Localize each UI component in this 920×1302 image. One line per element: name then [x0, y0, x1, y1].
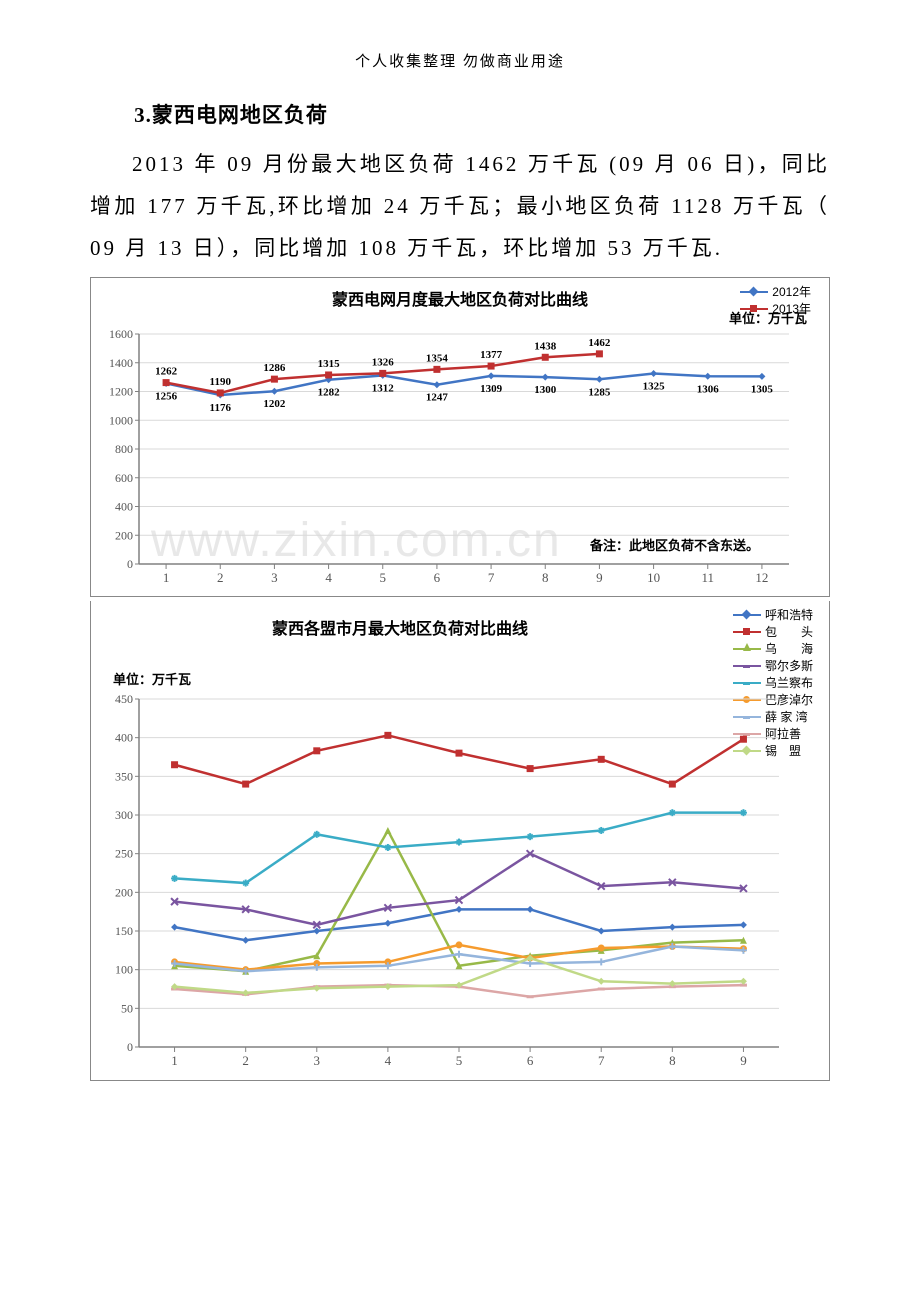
- svg-text:400: 400: [115, 500, 133, 514]
- svg-text:12: 12: [755, 570, 768, 585]
- svg-text:1438: 1438: [534, 340, 557, 352]
- svg-text:4: 4: [325, 570, 332, 585]
- svg-text:1: 1: [171, 1053, 178, 1068]
- svg-text:1377: 1377: [480, 349, 503, 361]
- chart-cities-max-load: 蒙西各盟市月最大地区负荷对比曲线 单位：万千瓦 呼和浩特包 头乌 海鄂尔多斯乌兰…: [90, 601, 830, 1081]
- svg-text:1354: 1354: [426, 352, 449, 364]
- svg-text:6: 6: [434, 570, 441, 585]
- svg-text:100: 100: [115, 963, 133, 977]
- svg-text:200: 200: [115, 528, 133, 542]
- svg-text:1200: 1200: [109, 385, 133, 399]
- svg-text:350: 350: [115, 769, 133, 783]
- svg-text:2: 2: [217, 570, 224, 585]
- svg-text:1176: 1176: [210, 402, 232, 414]
- svg-text:1309: 1309: [480, 383, 503, 395]
- svg-text:1300: 1300: [534, 384, 557, 396]
- svg-text:1256: 1256: [155, 390, 178, 402]
- svg-text:9: 9: [740, 1053, 747, 1068]
- svg-text:1286: 1286: [263, 362, 286, 374]
- svg-text:300: 300: [115, 808, 133, 822]
- svg-text:3: 3: [314, 1053, 321, 1068]
- svg-text:5: 5: [456, 1053, 463, 1068]
- svg-text:1262: 1262: [155, 366, 178, 378]
- chart2-plot: 0 50 100 150 200 250 300 350 400 450 1 2 3 4 5 6 7 8 9: [91, 607, 809, 1077]
- svg-text:1247: 1247: [426, 392, 449, 404]
- svg-text:8: 8: [669, 1053, 676, 1068]
- svg-text:5: 5: [380, 570, 387, 585]
- svg-text:10: 10: [647, 570, 660, 585]
- svg-text:2: 2: [242, 1053, 249, 1068]
- svg-text:11: 11: [701, 570, 714, 585]
- svg-text:0: 0: [127, 557, 133, 571]
- chart-monthly-max-load: 蒙西电网月度最大地区负荷对比曲线 单位：万千瓦 2012年2013年 备注：此地…: [90, 277, 830, 597]
- svg-text:1326: 1326: [372, 356, 395, 368]
- svg-text:0: 0: [127, 1040, 133, 1054]
- svg-text:1306: 1306: [697, 383, 720, 395]
- svg-text:1190: 1190: [210, 376, 232, 388]
- svg-text:400: 400: [115, 731, 133, 745]
- header-note: 个人收集整理 勿做商业用途: [90, 50, 830, 71]
- svg-text:6: 6: [527, 1053, 534, 1068]
- svg-text:1282: 1282: [318, 387, 341, 399]
- svg-text:1400: 1400: [109, 356, 133, 370]
- svg-text:150: 150: [115, 924, 133, 938]
- svg-text:1285: 1285: [588, 386, 611, 398]
- svg-text:1462: 1462: [588, 337, 611, 349]
- svg-text:1325: 1325: [643, 381, 666, 393]
- svg-text:250: 250: [115, 847, 133, 861]
- section-title: 3.蒙西电网地区负荷: [90, 99, 830, 129]
- svg-text:1202: 1202: [263, 398, 286, 410]
- svg-text:600: 600: [115, 471, 133, 485]
- svg-text:4: 4: [385, 1053, 392, 1068]
- svg-text:50: 50: [121, 1001, 133, 1015]
- svg-text:1000: 1000: [109, 413, 133, 427]
- svg-text:9: 9: [596, 570, 603, 585]
- svg-text:7: 7: [598, 1053, 605, 1068]
- svg-text:1: 1: [163, 570, 170, 585]
- svg-text:3: 3: [271, 570, 278, 585]
- svg-text:200: 200: [115, 885, 133, 899]
- chart1-plot: 0200400600800100012001400160012345678910…: [91, 290, 809, 590]
- svg-text:450: 450: [115, 692, 133, 706]
- svg-text:7: 7: [488, 570, 495, 585]
- svg-text:1600: 1600: [109, 327, 133, 341]
- svg-text:8: 8: [542, 570, 549, 585]
- svg-text:1315: 1315: [318, 358, 341, 370]
- body-paragraph: 2013 年 09 月份最大地区负荷 1462 万千瓦 (09 月 06 日)，…: [90, 143, 830, 269]
- svg-text:800: 800: [115, 442, 133, 456]
- svg-text:1305: 1305: [751, 383, 774, 395]
- svg-text:1312: 1312: [372, 382, 395, 394]
